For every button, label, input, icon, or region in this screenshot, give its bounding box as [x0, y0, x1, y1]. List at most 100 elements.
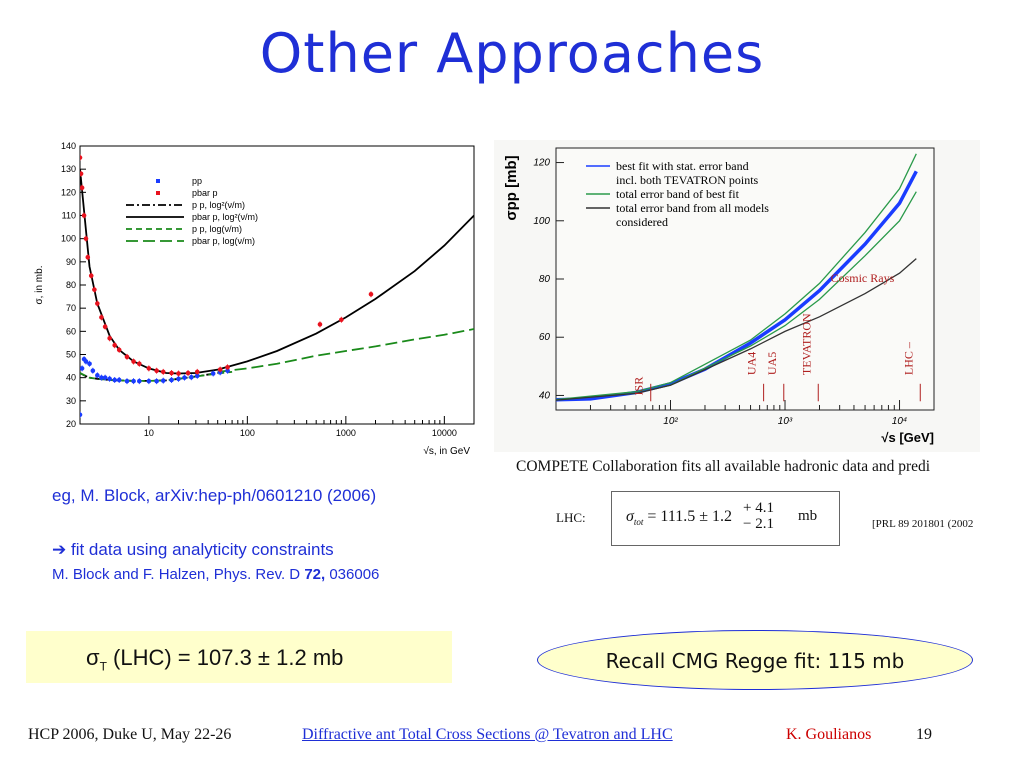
data-point	[317, 322, 323, 327]
reference-block-arxiv: eg, M. Block, arXiv:hep-ph/0601210 (2006…	[52, 486, 377, 505]
legend-entry: total error band from all models	[616, 201, 769, 215]
data-point	[176, 371, 181, 376]
formula-main: σtot = 111.5 ± 1.2	[626, 508, 733, 528]
data-point	[102, 375, 108, 380]
plot-area	[80, 154, 474, 418]
y-tick-label: 130	[61, 164, 76, 174]
energy-marker-label: LHC –	[901, 341, 915, 375]
data-point	[137, 378, 142, 384]
y-tick-label: 30	[66, 396, 76, 406]
plot-frame	[555, 147, 935, 411]
data-point	[339, 317, 344, 323]
energy-marker-label: UA5	[765, 352, 779, 375]
energy-marker-label: TEVATRON	[799, 313, 813, 375]
arrow-right-icon: ➔	[52, 540, 67, 559]
x-tick-label: 1000	[336, 428, 356, 438]
data-point	[169, 370, 174, 376]
data-point	[95, 301, 100, 306]
prl-reference: [PRL 89 201801 (2002	[872, 518, 974, 530]
data-point	[225, 364, 230, 370]
y-tick-label: 100	[533, 216, 550, 227]
data-point	[112, 377, 117, 383]
data-point	[124, 378, 130, 384]
fit-curve	[80, 169, 474, 375]
legend-marker	[156, 179, 160, 183]
x-tick-label: 10²	[663, 416, 678, 427]
data-point	[95, 373, 100, 378]
data-point	[131, 378, 136, 384]
energy-marker-label: UA4	[745, 352, 759, 375]
compete-caption: COMPETE Collaboration fits all available…	[516, 458, 931, 475]
y-tick-label: 40	[539, 390, 551, 401]
data-point	[225, 368, 230, 374]
data-point	[176, 376, 181, 382]
cosmic-rays-label: Cosmic Rays	[831, 271, 895, 285]
legend-entry: total error band of best fit	[616, 187, 740, 201]
data-point	[90, 368, 96, 374]
data-point	[137, 361, 142, 367]
sigma-lhc-result: σT (LHC) = 107.3 ± 1.2 mb	[86, 645, 344, 674]
data-point	[116, 377, 122, 383]
data-point	[217, 367, 223, 372]
y-tick-label: 140	[61, 141, 76, 151]
data-point	[116, 347, 122, 353]
y-axis-label: σpp [mb]	[503, 155, 520, 220]
legend-marker	[156, 191, 160, 195]
data-point	[80, 155, 83, 160]
legend-entry: pbar p, log(ν/m)	[192, 236, 255, 246]
y-tick-label: 50	[66, 350, 76, 360]
footer-author: K. Goulianos	[786, 726, 872, 743]
legend-entry-continued: incl. both TEVATRON points	[616, 173, 759, 187]
lhc-label: LHC:	[556, 510, 586, 525]
data-point	[107, 335, 112, 341]
sigma-lhc-result-box: σT (LHC) = 107.3 ± 1.2 mb	[26, 631, 452, 683]
legend-entry: p p, log²(ν/m)	[192, 200, 245, 210]
data-point	[80, 366, 85, 371]
energy-marker-label: ISR	[632, 377, 646, 396]
x-tick-label: 100	[240, 428, 255, 438]
data-point	[210, 371, 216, 376]
data-point	[85, 254, 91, 260]
data-point	[182, 375, 187, 380]
data-point	[154, 378, 159, 384]
recall-cmg-text: Recall CMG Regge fit: 115 mb	[605, 649, 905, 673]
block-halzen-cross-section-chart: 20 30 40 50 60 70 80 90 100 110 120 130 140 10 100 1000…	[34, 141, 475, 457]
y-tick-label: 40	[66, 373, 76, 383]
data-point	[131, 359, 136, 364]
data-point	[88, 273, 94, 279]
x-tick-label: 10000	[432, 428, 457, 438]
data-point	[83, 236, 89, 241]
slide-title: Other Approaches	[259, 22, 765, 85]
fit-curve	[217, 328, 474, 373]
data-point	[185, 370, 191, 376]
data-point	[80, 412, 83, 418]
legend-entry: best fit with stat. error band	[616, 159, 749, 173]
data-point	[169, 377, 174, 383]
data-point	[160, 369, 166, 375]
y-tick-label: 80	[66, 280, 76, 290]
y-tick-label: 120	[533, 158, 550, 169]
data-point	[189, 374, 194, 380]
data-point	[107, 376, 112, 382]
x-tick-label: 10	[144, 428, 154, 438]
data-point	[99, 315, 104, 320]
data-point	[80, 185, 85, 190]
legend-entry-continued: considered	[616, 215, 668, 229]
y-tick-label: 100	[61, 234, 76, 244]
data-point	[102, 324, 108, 329]
y-axis-label: σ, in mb.	[34, 266, 45, 305]
y-tick-label: 60	[539, 332, 551, 343]
data-point	[124, 354, 130, 360]
y-tick-label: 120	[61, 187, 76, 197]
footer-link[interactable]: Diffractive ant Total Cross Sections @ T…	[302, 726, 673, 743]
y-tick-label: 80	[539, 274, 551, 285]
reference-phys-rev: M. Block and F. Halzen, Phys. Rev. D 72,…	[52, 566, 380, 583]
y-tick-label: 20	[66, 419, 76, 429]
formula-unit: mb	[798, 508, 818, 524]
y-tick-label: 90	[66, 257, 76, 267]
legend-entry: pbar p, log²(ν/m)	[192, 212, 258, 222]
reference-analyticity: ➔ fit data using analyticity constraints	[52, 540, 334, 559]
compete-fit-chart: 40 60 80 100 120 10² 10³ 10⁴ √s [GeV] σpp [mb] ISR…	[494, 140, 980, 452]
data-point	[146, 378, 152, 384]
fit-band-line	[556, 258, 917, 401]
